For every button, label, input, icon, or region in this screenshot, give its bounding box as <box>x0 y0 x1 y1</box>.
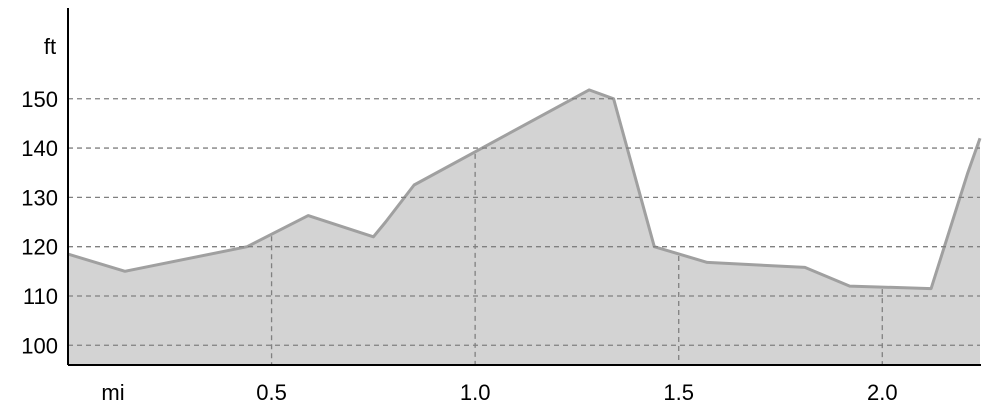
elevation-area <box>68 89 980 366</box>
grid <box>68 98 980 365</box>
y-axis-unit-label: ft <box>44 34 56 59</box>
x-tick-labels: 0.5 1.0 1.5 2.0 <box>256 380 897 405</box>
elevation-line <box>67 88 982 291</box>
y-tick-label: 150 <box>21 87 58 112</box>
y-tick-label: 130 <box>21 185 58 210</box>
y-tick-label: 140 <box>21 136 58 161</box>
x-tick-label: 1.5 <box>663 380 694 405</box>
y-tick-labels: 100 110 120 130 140 150 <box>21 87 58 359</box>
y-tick-label: 100 <box>21 333 58 358</box>
y-tick-label: 120 <box>21 235 58 260</box>
x-axis-unit-label: mi <box>101 380 124 405</box>
axes <box>67 8 981 366</box>
y-tick-label: 110 <box>23 284 58 309</box>
x-tick-label: 2.0 <box>867 380 898 405</box>
x-tick-label: 1.0 <box>460 380 491 405</box>
x-tick-label: 0.5 <box>256 380 287 405</box>
